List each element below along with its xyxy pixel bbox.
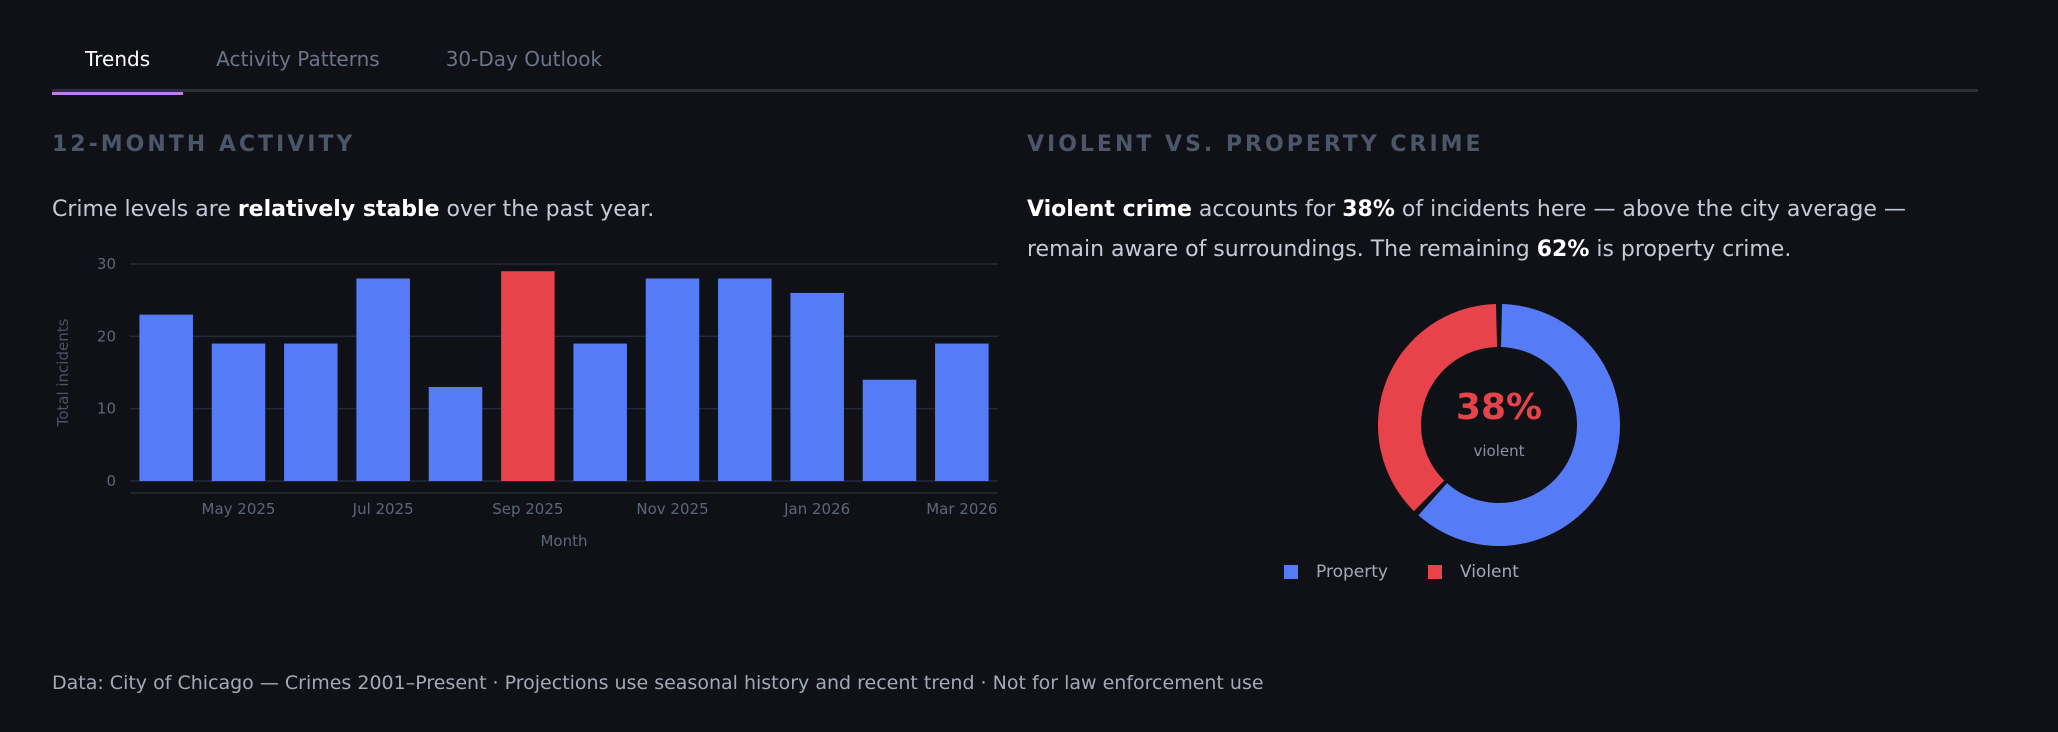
y-tick-label: 10 bbox=[97, 400, 116, 418]
y-tick-label: 20 bbox=[97, 327, 116, 345]
desc-bold: relatively stable bbox=[237, 197, 440, 222]
bar bbox=[139, 314, 193, 481]
bar bbox=[501, 271, 555, 481]
legend-item-property: Property bbox=[1284, 562, 1388, 582]
x-tick-label: Sep 2025 bbox=[492, 500, 563, 518]
bar bbox=[573, 343, 627, 481]
bar bbox=[284, 343, 338, 481]
y-axis-label: Total incidents bbox=[54, 318, 72, 427]
donut-center-value: 38% bbox=[1456, 387, 1542, 428]
desc-bold: 38% bbox=[1342, 197, 1395, 222]
donut-slice-property bbox=[1418, 304, 1620, 546]
bar-chart: 0 10 20 30 May 2025 Jul 2025 Sep 2025 Nov 2025 J… bbox=[54, 255, 998, 550]
bar bbox=[428, 386, 483, 481]
legend-item-violent: Violent bbox=[1427, 562, 1519, 582]
desc-text: accounts for bbox=[1191, 197, 1343, 222]
desc-text: of incidents here — above the city avera… bbox=[1027, 197, 1906, 262]
section-title-violent-property: VIOLENT VS. PROPERTY CRIME bbox=[1027, 132, 1484, 157]
legend-label-violent: Violent bbox=[1459, 562, 1519, 582]
x-tick-label: Jan 2026 bbox=[783, 500, 850, 518]
desc-text: Crime levels are bbox=[52, 197, 238, 222]
bar bbox=[356, 278, 410, 481]
donut-chart: 38% violent bbox=[1378, 304, 1620, 546]
y-tick-label: 0 bbox=[106, 472, 116, 490]
bar bbox=[790, 292, 844, 481]
desc-text: is property crime. bbox=[1589, 237, 1792, 262]
x-tick-label: Mar 2026 bbox=[926, 500, 997, 518]
tab-30-day-outlook[interactable]: 30-Day Outlook bbox=[445, 47, 603, 71]
violent-description: Violent crime accounts for 38% of incide… bbox=[1027, 190, 1987, 270]
donut-slice-violent bbox=[1378, 304, 1498, 512]
x-tick-label: Nov 2025 bbox=[636, 500, 708, 518]
bar bbox=[645, 278, 700, 481]
section-title-activity: 12-MONTH ACTIVITY bbox=[52, 132, 356, 157]
bar bbox=[862, 379, 917, 481]
tab-trends[interactable]: Trends bbox=[52, 26, 184, 95]
tab-bar: Trends Activity Patterns 30-Day Outlook bbox=[52, 26, 1978, 95]
tab-activity-patterns[interactable]: Activity Patterns bbox=[216, 47, 380, 71]
desc-text: over the past year. bbox=[439, 197, 655, 222]
x-tick-label: May 2025 bbox=[202, 500, 276, 518]
donut-legend: Property Violent bbox=[1284, 562, 1559, 582]
x-axis-label: Month bbox=[540, 532, 587, 550]
activity-description: Crime levels are relatively stable over … bbox=[52, 190, 992, 230]
legend-swatch-property bbox=[1284, 565, 1298, 579]
bar bbox=[718, 278, 772, 481]
footer-note: Data: City of Chicago — Crimes 2001–Pres… bbox=[52, 672, 1264, 694]
desc-bold: 62% bbox=[1536, 237, 1590, 262]
bar bbox=[211, 343, 266, 481]
bar bbox=[935, 343, 989, 481]
legend-swatch-violent bbox=[1427, 565, 1442, 579]
x-tick-label: Jul 2025 bbox=[352, 500, 414, 518]
desc-bold: Violent crime bbox=[1027, 197, 1192, 222]
legend-label-property: Property bbox=[1316, 562, 1388, 582]
y-tick-label: 30 bbox=[97, 255, 116, 273]
donut-center-label: violent bbox=[1473, 442, 1524, 460]
